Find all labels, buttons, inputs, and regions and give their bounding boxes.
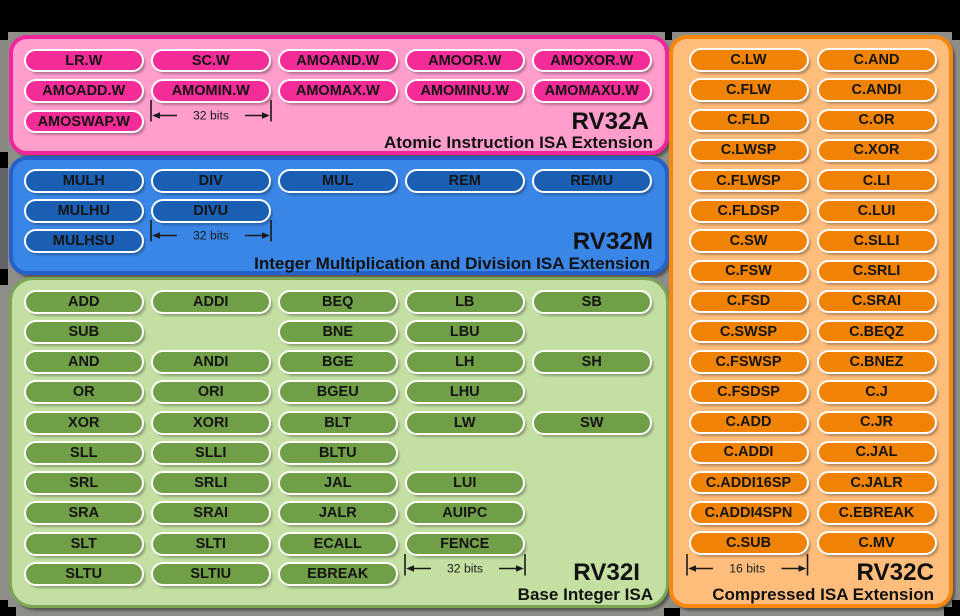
- svg-text:32 bits: 32 bits: [193, 109, 229, 123]
- svg-text:32 bits: 32 bits: [193, 229, 229, 243]
- svg-text:32 bits: 32 bits: [447, 562, 483, 576]
- svg-text:16 bits: 16 bits: [729, 561, 765, 575]
